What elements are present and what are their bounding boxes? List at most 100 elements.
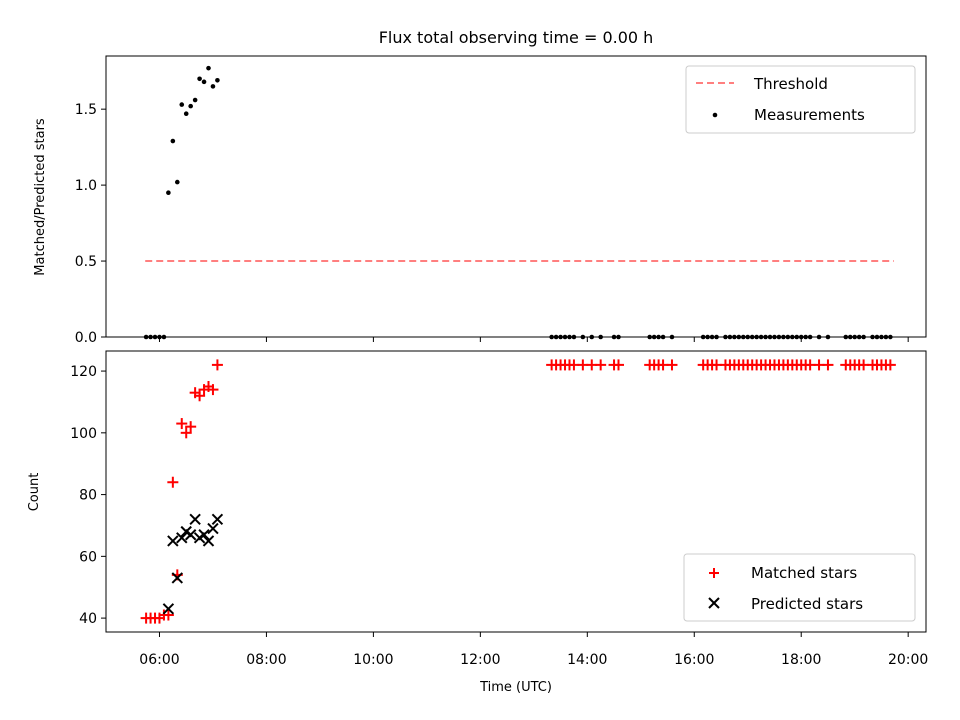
legend-matched-label: Matched stars bbox=[751, 564, 857, 582]
chart-title: Flux total observing time = 0.00 h bbox=[379, 28, 654, 47]
measurement-point bbox=[598, 334, 603, 340]
matched-star-point bbox=[194, 390, 206, 402]
measurement-point bbox=[740, 334, 746, 340]
bottom-panel: 40 60 80 100 120 06:00 08:00 10:00 12:00 14:00 16… bbox=[27, 350, 928, 695]
measurement-point bbox=[705, 334, 710, 340]
bottom-y-axis: 40 60 80 100 120 bbox=[70, 364, 106, 627]
top-panel-frame bbox=[105, 55, 927, 338]
measurement-point bbox=[152, 334, 158, 340]
measurement-point bbox=[183, 111, 189, 117]
top-y-tick-label: 1.5 bbox=[75, 102, 97, 118]
predicted-star-stroke-b bbox=[198, 529, 210, 541]
measurement-point bbox=[790, 334, 795, 340]
measurement-point bbox=[206, 65, 211, 71]
measurement-point bbox=[558, 334, 563, 340]
predicted-star-point bbox=[162, 603, 175, 615]
measurement-point bbox=[188, 103, 193, 109]
measurement-point bbox=[861, 334, 866, 340]
matched-star-point bbox=[167, 476, 179, 488]
predicted-star-point bbox=[211, 513, 224, 525]
measurement-point bbox=[616, 334, 621, 340]
measurement-point bbox=[170, 138, 176, 144]
measurement-point bbox=[776, 334, 782, 340]
measurement-point bbox=[883, 334, 889, 340]
measurement-point bbox=[767, 334, 773, 340]
bottom-x-tick-label: 14:00 bbox=[567, 652, 607, 668]
measurement-point bbox=[736, 334, 742, 340]
measurement-point bbox=[852, 334, 857, 340]
bottom-x-tick-label: 18:00 bbox=[781, 652, 821, 668]
measurement-point bbox=[798, 334, 804, 340]
measurement-point bbox=[825, 334, 831, 340]
measurement-point bbox=[647, 334, 652, 340]
predicted-star-stroke-b bbox=[167, 535, 179, 547]
measurement-point bbox=[758, 334, 764, 340]
matched-star-point bbox=[613, 359, 624, 371]
matched-star-point bbox=[176, 418, 188, 430]
matched-star-point bbox=[185, 421, 197, 433]
measurement-point bbox=[571, 334, 577, 340]
measurement-point bbox=[549, 334, 554, 340]
bottom-y-axis-label: Count bbox=[27, 473, 42, 512]
top-panel: 0.0 0.5 1.0 1.5 Matched/Predicted stars Thr… bbox=[33, 55, 927, 346]
measurement-point bbox=[192, 97, 198, 103]
matched-star-point bbox=[666, 359, 678, 371]
measurement-point bbox=[714, 334, 719, 340]
predicted-star-point bbox=[184, 529, 197, 541]
measurement-point bbox=[781, 334, 786, 340]
bottom-y-tick-label: 100 bbox=[70, 426, 97, 442]
measurement-point bbox=[727, 334, 733, 340]
bottom-x-axis: 06:00 08:00 10:00 12:00 14:00 16:00 18:00 20:00 bbox=[139, 632, 928, 668]
predicted-star-stroke-b bbox=[207, 522, 219, 535]
bottom-y-tick-label: 80 bbox=[79, 488, 97, 504]
legend-measurements-swatch bbox=[712, 112, 718, 118]
legend-matched-swatch bbox=[709, 568, 719, 578]
matched-star-point bbox=[884, 359, 896, 371]
bottom-y-tick-label: 120 bbox=[70, 364, 97, 380]
matched-star-point bbox=[207, 384, 219, 396]
bottom-x-tick-label: 20:00 bbox=[888, 652, 928, 668]
measurement-point bbox=[807, 334, 813, 340]
measurement-point bbox=[611, 334, 617, 340]
measurement-point bbox=[157, 334, 162, 340]
measurement-point bbox=[874, 334, 880, 340]
measurement-point bbox=[879, 334, 884, 340]
measurement-point bbox=[794, 334, 800, 340]
measurement-point bbox=[709, 334, 715, 340]
legend-predicted-swatch bbox=[708, 597, 720, 609]
bottom-y-tick-label: 40 bbox=[79, 611, 97, 627]
measurement-point bbox=[754, 334, 759, 340]
top-y-axis: 0.0 0.5 1.0 1.5 bbox=[75, 102, 106, 346]
measurement-point bbox=[580, 334, 586, 340]
predicted-star-stroke-b bbox=[171, 572, 184, 584]
predicted-star-stroke-b bbox=[162, 603, 175, 615]
matched-star-point bbox=[162, 609, 174, 621]
bottom-x-tick-label: 10:00 bbox=[353, 652, 393, 668]
measurement-point bbox=[210, 84, 216, 89]
measurement-point bbox=[870, 334, 875, 340]
predicted-star-point bbox=[176, 532, 188, 544]
predicted-star-stroke-b bbox=[184, 529, 197, 541]
predicted-star-stroke-b bbox=[176, 532, 188, 544]
measurement-point bbox=[763, 334, 768, 340]
bottom-x-axis-label: Time (UTC) bbox=[479, 680, 552, 695]
measurement-point bbox=[656, 334, 661, 340]
measurement-point bbox=[143, 334, 149, 340]
predicted-star-stroke-b bbox=[189, 513, 201, 525]
matched-star-point bbox=[595, 359, 607, 371]
measurement-point bbox=[197, 76, 202, 82]
predicted-star-stroke-b bbox=[211, 513, 224, 525]
measurement-point bbox=[843, 334, 849, 340]
bottom-x-tick-label: 08:00 bbox=[246, 652, 286, 668]
top-y-tick-label: 1.0 bbox=[75, 178, 97, 194]
measurement-point bbox=[567, 334, 572, 340]
measurement-point bbox=[651, 334, 657, 340]
measurement-point bbox=[179, 102, 185, 107]
measurement-point bbox=[785, 334, 791, 340]
bottom-legend-frame bbox=[683, 553, 916, 622]
measurement-point bbox=[175, 179, 180, 185]
top-legend-frame bbox=[685, 65, 916, 134]
measurement-point bbox=[166, 190, 171, 196]
measurement-point bbox=[749, 334, 755, 340]
